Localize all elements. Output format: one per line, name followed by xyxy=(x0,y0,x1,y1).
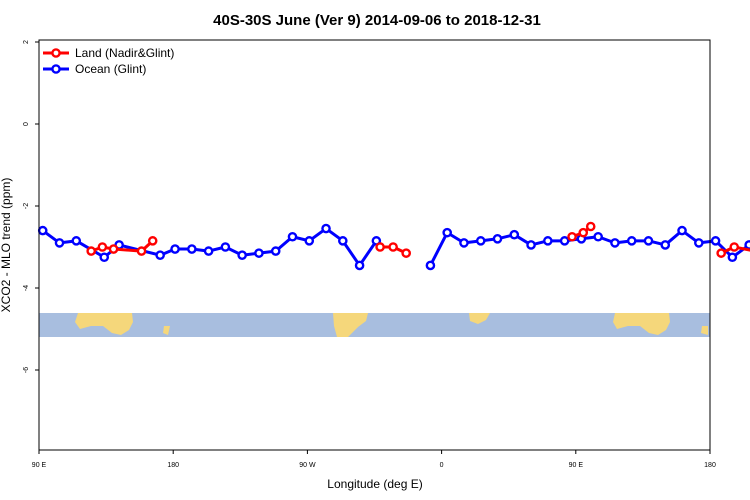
data-point xyxy=(108,244,119,254)
data-point xyxy=(187,244,197,254)
data-point xyxy=(475,236,486,246)
x-tick-label: 0 xyxy=(440,462,444,469)
x-tick-label: 90 W xyxy=(299,462,316,469)
tasmania-shape-repeat xyxy=(701,326,708,335)
data-point xyxy=(526,240,536,250)
data-point xyxy=(492,233,503,244)
data-point xyxy=(559,236,570,246)
data-point xyxy=(626,236,637,246)
south-america-shape xyxy=(333,313,368,337)
series-layer xyxy=(37,221,750,271)
x-tick-label: 90 E xyxy=(569,462,584,469)
data-point xyxy=(610,238,620,248)
data-point xyxy=(593,231,603,242)
series-line xyxy=(720,245,750,255)
x-tick-label: 180 xyxy=(704,462,716,469)
data-point xyxy=(543,236,553,246)
data-point xyxy=(729,242,740,252)
y-tick-label: -2 xyxy=(23,203,30,209)
data-point xyxy=(401,248,411,258)
data-point xyxy=(509,229,520,240)
africa-shape xyxy=(469,313,490,324)
data-point xyxy=(442,227,452,238)
y-tick-label: 2 xyxy=(23,40,30,44)
data-point xyxy=(643,236,654,246)
data-point xyxy=(99,252,110,263)
x-axis-label: Longitude (deg E) xyxy=(327,477,422,491)
data-point xyxy=(147,236,158,246)
data-point xyxy=(388,242,398,252)
data-point xyxy=(86,246,96,256)
plot-frame xyxy=(38,39,711,451)
y-axis-label: XCO2 - MLO trend (ppm) xyxy=(0,178,13,313)
data-point xyxy=(425,260,436,271)
x-axis: 90 E 180 90 W 0 90 E 180 xyxy=(32,450,716,469)
australia-shape-repeat xyxy=(613,313,670,335)
data-point xyxy=(54,238,65,248)
legend-label: Land (Nadir&Glint) xyxy=(75,46,174,60)
data-point xyxy=(660,240,671,250)
tasmania-shape xyxy=(163,326,170,335)
data-point xyxy=(375,242,385,252)
data-point xyxy=(710,236,721,246)
chart-title: 40S-30S June (Ver 9) 2014-09-06 to 2018-… xyxy=(213,12,541,29)
data-point xyxy=(578,227,589,238)
data-point xyxy=(270,246,281,256)
data-point xyxy=(694,238,704,248)
data-point xyxy=(71,236,82,246)
y-axis: 2 0 -2 -4 -6 xyxy=(23,40,39,373)
data-point xyxy=(155,250,165,260)
data-point xyxy=(237,250,247,260)
data-point xyxy=(304,236,315,246)
series-line xyxy=(429,229,750,267)
legend-label: Ocean (Glint) xyxy=(75,62,146,76)
data-point xyxy=(567,231,577,242)
y-tick-label: 0 xyxy=(23,122,30,126)
data-point xyxy=(338,236,348,246)
legend: Land (Nadir&Glint) Ocean (Glint) xyxy=(43,46,174,76)
data-point xyxy=(136,246,147,256)
y-tick-label: -6 xyxy=(23,367,30,373)
data-point xyxy=(744,240,750,250)
data-point xyxy=(254,248,264,258)
legend-swatch-marker xyxy=(51,64,61,74)
data-point xyxy=(203,246,214,256)
data-point xyxy=(220,242,231,252)
data-point xyxy=(287,231,298,242)
x-tick-label: 90 E xyxy=(32,462,47,469)
data-point xyxy=(727,252,738,263)
data-point xyxy=(677,225,687,236)
data-point xyxy=(354,260,365,271)
australia-shape xyxy=(75,313,133,335)
data-point xyxy=(459,238,469,248)
data-point xyxy=(170,244,180,254)
world-map-strip xyxy=(39,313,710,337)
continents xyxy=(75,313,708,337)
x-tick-label: 180 xyxy=(167,462,179,469)
ocean-band xyxy=(39,313,710,337)
data-point xyxy=(37,225,48,236)
legend-swatch-marker xyxy=(51,48,61,58)
y-tick-label: -4 xyxy=(23,285,30,291)
data-point xyxy=(585,221,596,232)
data-point xyxy=(321,223,331,234)
data-point xyxy=(716,248,726,258)
series-land xyxy=(86,221,750,258)
data-point xyxy=(97,242,108,252)
